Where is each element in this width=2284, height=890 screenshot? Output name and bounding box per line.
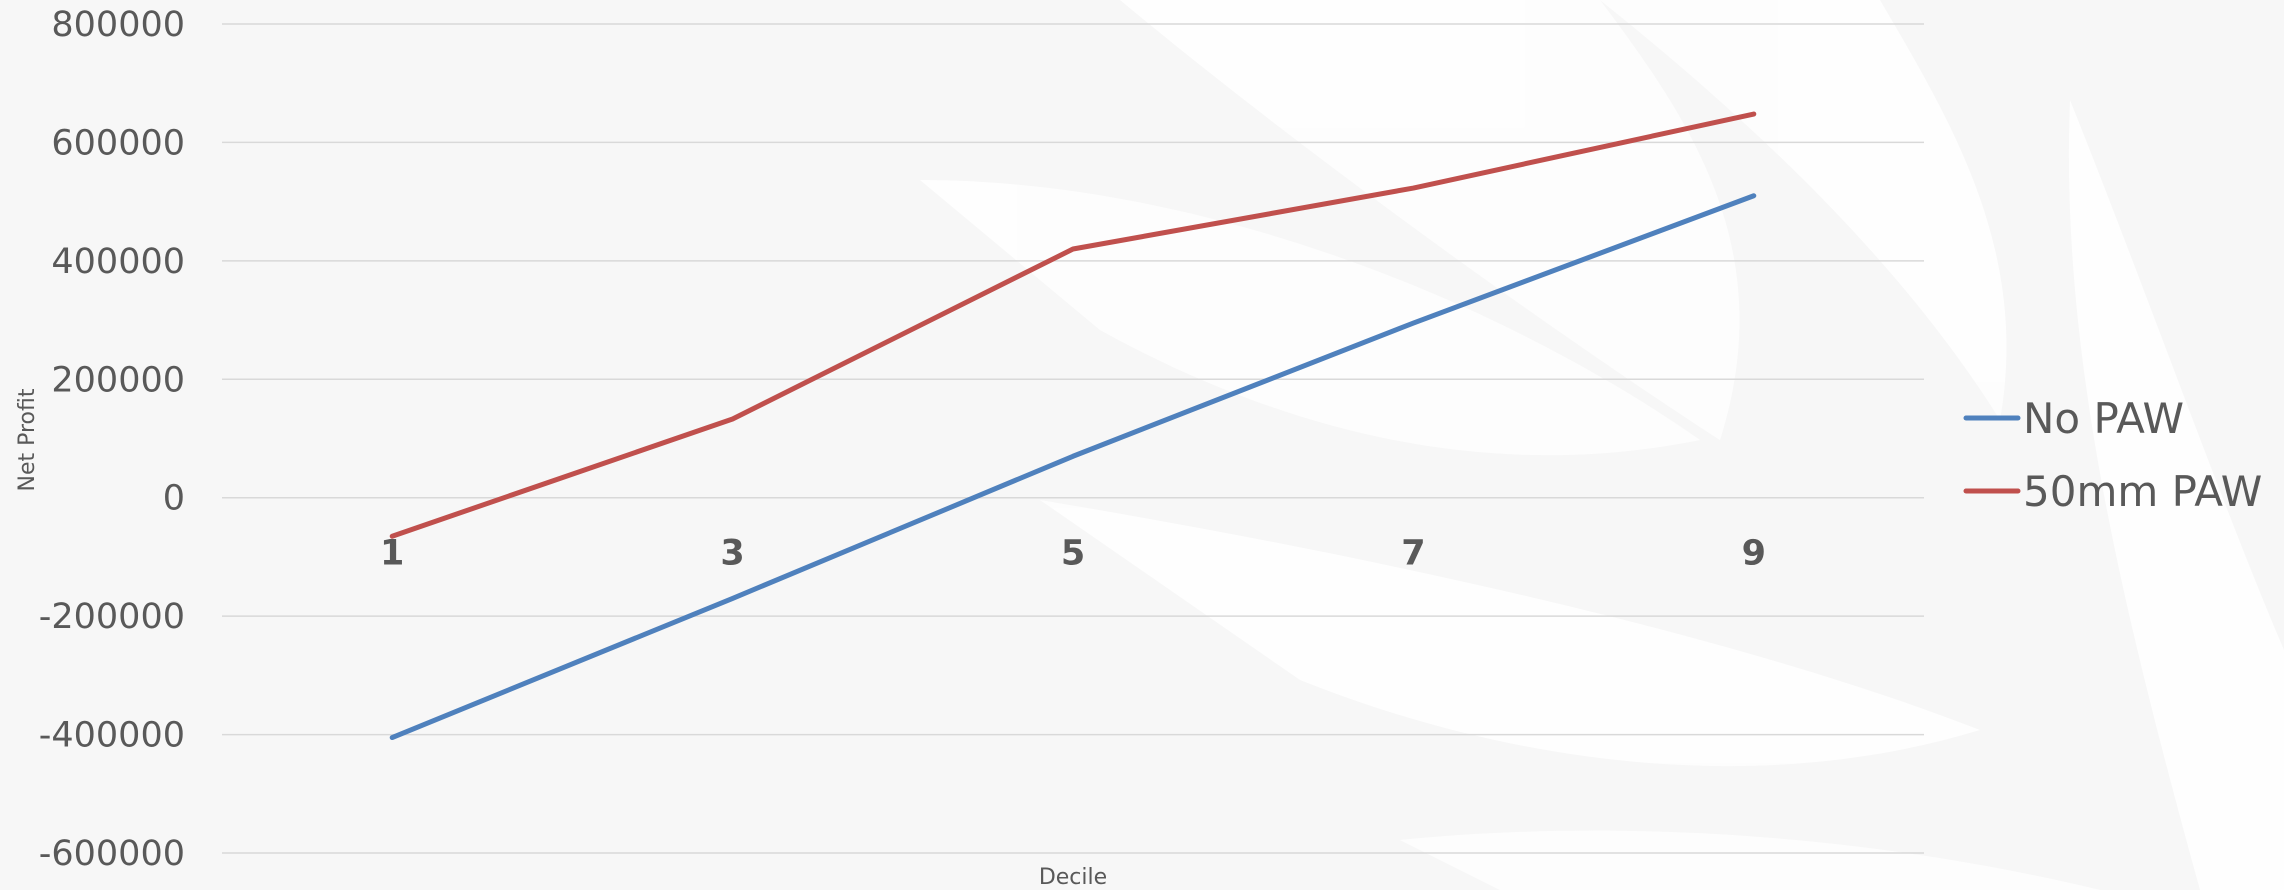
y-axis-ticks: 800000 600000 400000 200000 0 -200000 -400000 -… xyxy=(39,5,185,874)
x-tick-label: 3 xyxy=(720,534,744,574)
background-watermark xyxy=(920,0,2284,890)
legend: No PAW 50mm PAW xyxy=(1963,394,2262,516)
x-tick-label: 5 xyxy=(1061,534,1085,574)
x-axis-title: Decile xyxy=(1039,865,1107,890)
y-tick-label: -600000 xyxy=(39,834,185,874)
y-tick-label: 600000 xyxy=(51,123,185,163)
y-tick-label: 200000 xyxy=(51,360,185,400)
legend-label: No PAW xyxy=(2023,394,2184,443)
series-lines xyxy=(389,111,1757,741)
y-tick-label: 0 xyxy=(163,479,185,519)
y-tick-label: -400000 xyxy=(39,716,185,756)
y-tick-label: -200000 xyxy=(39,597,185,637)
x-tick-label: 1 xyxy=(380,534,404,574)
y-tick-label: 800000 xyxy=(51,5,185,45)
y-axis-title: Net Profit xyxy=(15,388,40,491)
y-tick-label: 400000 xyxy=(51,242,185,282)
x-axis-ticks: 1 3 5 7 9 xyxy=(380,534,1766,574)
x-tick-label: 9 xyxy=(1742,534,1766,574)
legend-label: 50mm PAW xyxy=(2023,467,2262,516)
x-tick-label: 7 xyxy=(1401,534,1425,574)
